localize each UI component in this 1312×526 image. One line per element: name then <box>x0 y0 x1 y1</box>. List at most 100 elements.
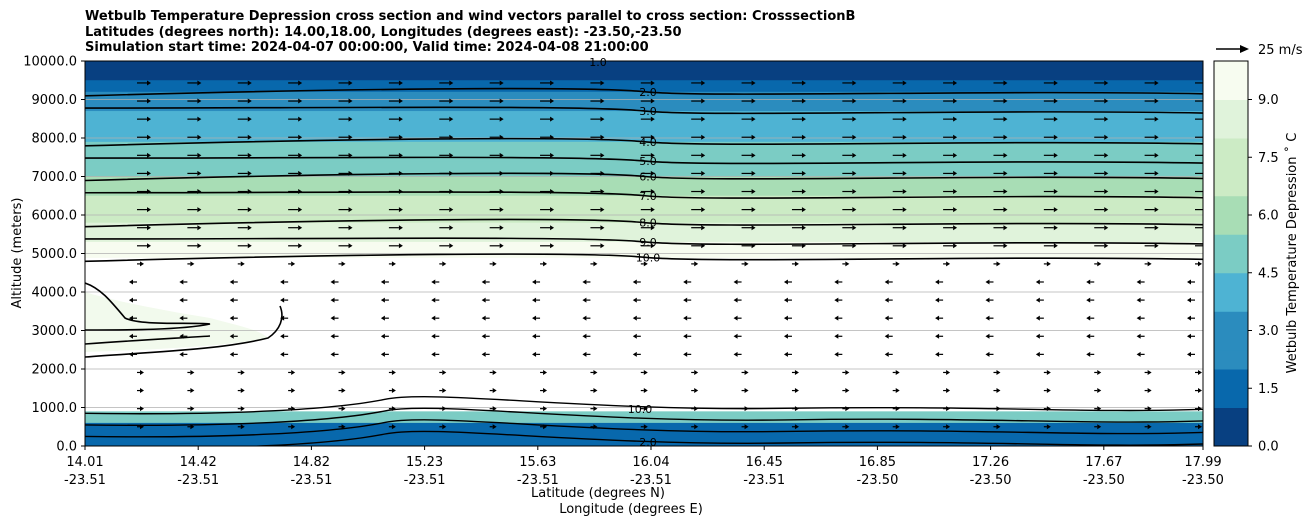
wind-vector-head <box>298 170 303 176</box>
wind-vector-head <box>298 189 303 195</box>
wind-vector-head <box>449 134 454 140</box>
wind-vector-head <box>543 406 548 412</box>
wind-vector-head <box>935 297 940 303</box>
wind-vector-head <box>481 315 486 321</box>
wind-vector-head <box>197 152 202 158</box>
wind-vector-head <box>902 98 907 104</box>
wind-vector-head <box>650 189 655 195</box>
wind-vector-head <box>683 297 688 303</box>
wind-vector-head <box>1086 333 1091 339</box>
wind-vector-head <box>794 388 799 394</box>
wind-vector-head <box>499 98 504 104</box>
wind-vector-head <box>1154 116 1159 122</box>
wind-vector-head <box>229 297 234 303</box>
wind-vector-head <box>1053 189 1058 195</box>
wind-vector-head <box>593 369 598 375</box>
wind-vector-head <box>1205 99 1209 104</box>
wind-vector-head <box>996 261 1001 267</box>
contour-line <box>85 396 1203 415</box>
wind-vector-head <box>751 98 756 104</box>
wind-vector-head <box>291 406 296 412</box>
wind-vector-head <box>953 134 958 140</box>
wind-vector-head <box>449 207 454 213</box>
x-tick-label-lon: -23.50 <box>1182 473 1224 488</box>
wind-vector-head <box>600 134 605 140</box>
wind-vector-head <box>481 351 486 357</box>
wind-vector-head <box>1104 207 1109 213</box>
wind-vector-head <box>902 80 907 86</box>
wind-vector-head <box>1205 171 1209 176</box>
wind-vector-head <box>834 297 839 303</box>
wind-vector-head <box>348 189 353 195</box>
wind-vector-head <box>129 297 133 303</box>
quiver-key: 25 m/s <box>1216 43 1303 58</box>
wind-vector-head <box>751 116 756 122</box>
y-tick-label: 9000.0 <box>32 93 78 108</box>
wind-vector-head <box>751 225 756 231</box>
wind-vector-head <box>632 333 637 339</box>
wind-vector-head <box>751 170 756 176</box>
wind-vector-head <box>550 225 555 231</box>
wind-vector-head <box>298 116 303 122</box>
x-tick-label-lat: 17.26 <box>972 455 1009 470</box>
wind-vector-head <box>650 243 655 249</box>
wind-vector-head <box>298 134 303 140</box>
chart-title: Wetbulb Temperature Depression cross sec… <box>85 9 855 56</box>
colorbar-tick-label: 7.5 <box>1258 151 1279 166</box>
wind-vector-head <box>935 333 940 339</box>
wind-vector-head <box>1097 424 1102 430</box>
wind-vector-head <box>1097 388 1102 394</box>
wind-vector-head <box>1053 170 1058 176</box>
contour-line <box>85 407 1203 426</box>
fill-band-upper <box>85 61 1203 81</box>
wind-vector-head <box>694 261 699 267</box>
wind-vector-head <box>744 424 749 430</box>
wind-vector-head <box>852 80 857 86</box>
wind-vector-head <box>280 351 285 357</box>
fill-band-upper <box>85 222 1203 243</box>
wind-vector-head <box>380 351 385 357</box>
wind-vector-head <box>197 80 202 86</box>
wind-vector-head <box>147 80 151 86</box>
wind-vector-head <box>179 333 184 339</box>
wind-vector-head <box>147 134 151 140</box>
wind-vector-head <box>1205 153 1209 158</box>
wind-vector-head <box>935 315 940 321</box>
wind-vector-head <box>1053 207 1058 213</box>
wind-vector-head <box>179 297 184 303</box>
wind-vector-head <box>391 424 396 430</box>
wind-vector-head <box>129 279 133 285</box>
wind-vector-head <box>398 134 403 140</box>
wind-vector-head <box>733 279 738 285</box>
wind-vector-head <box>1154 170 1159 176</box>
wind-vector-head <box>953 116 958 122</box>
wind-vector-head <box>197 207 202 213</box>
wind-vector-head <box>1205 117 1209 122</box>
wind-vector-head <box>1136 351 1141 357</box>
wind-vector-head <box>845 424 850 430</box>
colorbar-segment <box>1214 61 1248 81</box>
x-axis-label-lon: Longitude (degrees E) <box>559 502 703 517</box>
wind-vector-head <box>783 333 788 339</box>
wind-vector-head <box>1104 189 1109 195</box>
wind-vector-head <box>330 279 335 285</box>
wind-vector-head <box>532 297 537 303</box>
fill-band-lower <box>85 434 1203 446</box>
wind-vector-head <box>190 424 195 430</box>
wind-vector-head <box>492 424 497 430</box>
contour-label: 4.0 <box>639 136 657 149</box>
wind-vector-head <box>280 279 285 285</box>
wind-vector-head <box>140 424 144 430</box>
wind-vector-head <box>1046 424 1051 430</box>
wind-vector-head <box>801 243 806 249</box>
wind-vector-head <box>1003 170 1008 176</box>
wind-vector-head <box>1147 369 1152 375</box>
wind-vector-head <box>147 225 151 231</box>
wind-vector-head <box>985 297 990 303</box>
wind-vector-head <box>492 261 497 267</box>
wind-vector-head <box>600 207 605 213</box>
colorbar-segment <box>1214 80 1248 100</box>
wind-vector-head <box>953 189 958 195</box>
colorbar-segment <box>1214 138 1248 158</box>
wind-vector-head <box>481 297 486 303</box>
